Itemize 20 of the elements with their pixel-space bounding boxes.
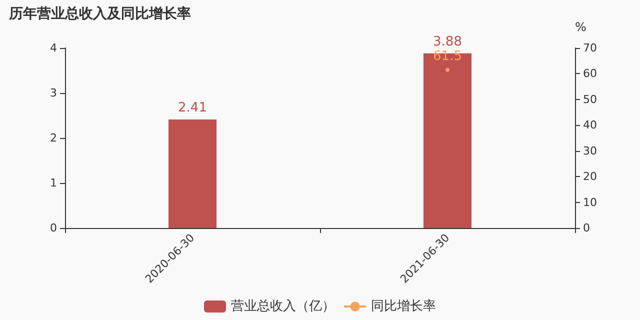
data-label: 61.5 (433, 48, 462, 64)
data-label: 3.88 (433, 34, 462, 50)
y2-tick-label: 10 (583, 196, 597, 209)
y2-axis-title: % (575, 20, 586, 34)
chart-title: 历年营业总收入及同比增长率 (8, 5, 191, 22)
y-tick-label: 4 (50, 42, 57, 54)
legend-label: 营业总收入（亿） (231, 299, 335, 314)
y-tick-label: 0 (50, 222, 57, 234)
y2-tick-label: 60 (583, 67, 597, 80)
legend-label: 同比增长率 (371, 298, 436, 314)
y2-tick-label: 20 (583, 170, 597, 184)
y2-tick-label: 0 (583, 222, 590, 234)
data-label: 2.41 (178, 100, 207, 116)
y2-tick-label: 50 (583, 92, 597, 106)
y2-tick-label: 30 (583, 144, 597, 158)
y2-tick-label: 40 (583, 118, 597, 132)
y-tick-label: 2 (50, 132, 57, 144)
y2-tick-label: 70 (583, 42, 597, 54)
y-tick-label: 1 (50, 176, 57, 190)
y-tick-label: 3 (50, 86, 57, 100)
